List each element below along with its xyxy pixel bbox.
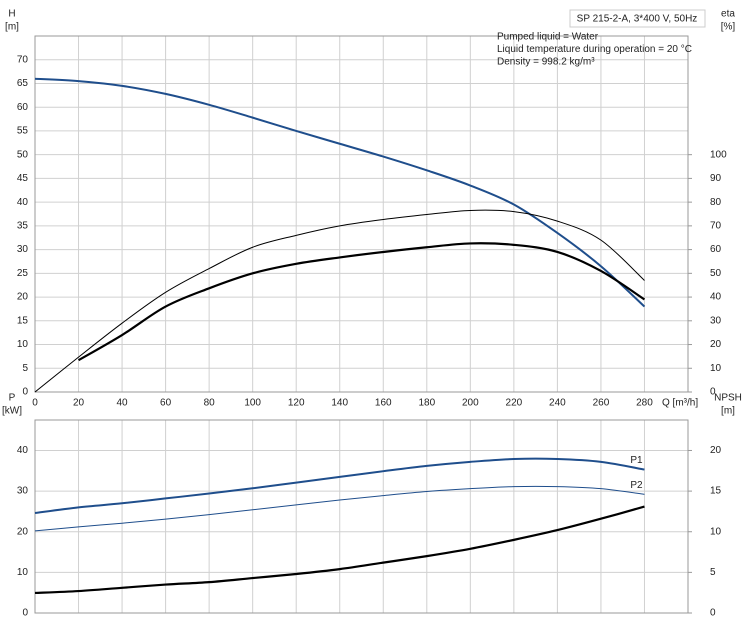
y-axis-unit: [kW] — [2, 406, 22, 417]
y-tick-label: 0 — [22, 608, 28, 619]
y-axis-label: H — [8, 9, 15, 20]
y2-tick-label: 0 — [710, 387, 716, 398]
y-tick-label: 30 — [17, 486, 29, 497]
y2-tick-label: 50 — [710, 268, 722, 279]
y2-tick-label: 60 — [710, 244, 722, 255]
y2-tick-label: 5 — [710, 567, 716, 578]
y2-tick-label: 90 — [710, 173, 722, 184]
y-tick-label: 25 — [17, 268, 29, 279]
y-tick-label: 20 — [17, 292, 29, 303]
curve — [77, 242, 646, 362]
x-tick-label: 280 — [636, 398, 653, 409]
x-tick-label: 220 — [506, 398, 523, 409]
y2-tick-label: 0 — [710, 608, 716, 619]
y2-tick-label: 20 — [710, 339, 722, 350]
y2-tick-label: 100 — [710, 149, 727, 160]
y-tick-label: 70 — [17, 54, 29, 65]
y2-tick-label: 70 — [710, 221, 722, 232]
model-box — [569, 9, 706, 28]
x-tick-label: 240 — [549, 398, 566, 409]
model-label: SP 215-2-A, 3*400 V, 50Hz — [577, 14, 698, 25]
y2-tick-label: 10 — [710, 363, 722, 374]
y-tick-label: 20 — [17, 526, 29, 537]
y-tick-label: 60 — [17, 102, 29, 113]
plot-frame — [34, 419, 689, 614]
y2-tick-label: 15 — [710, 486, 722, 497]
y-tick-label: 30 — [17, 244, 29, 255]
y-tick-label: 40 — [17, 445, 29, 456]
y-tick-label: 0 — [22, 387, 28, 398]
y-tick-label: 15 — [17, 315, 29, 326]
y-axis-label: P — [9, 393, 16, 404]
curve — [34, 505, 645, 595]
x-tick-label: 180 — [418, 398, 435, 409]
info-text: Pumped liquid = Water — [497, 32, 599, 43]
info-text: Liquid temperature during operation = 20… — [497, 44, 692, 55]
y-tick-label: 10 — [17, 339, 29, 350]
y-tick-label: 10 — [17, 567, 29, 578]
series-label: P1 — [630, 455, 643, 466]
x-tick-label: 60 — [160, 398, 172, 409]
y2-axis-unit: [m] — [721, 406, 735, 417]
info-text: Density = 998.2 kg/m³ — [497, 57, 595, 68]
series-label: P2 — [630, 480, 643, 491]
y-tick-label: 35 — [17, 221, 29, 232]
y-tick-label: 50 — [17, 149, 29, 160]
y2-tick-label: 10 — [710, 526, 722, 537]
y-tick-label: 40 — [17, 197, 29, 208]
x-tick-label: 100 — [244, 398, 261, 409]
y-axis-unit: [m] — [5, 22, 19, 33]
y-tick-label: 65 — [17, 78, 29, 89]
x-tick-label: 40 — [117, 398, 129, 409]
y2-axis-unit: [%] — [721, 22, 736, 33]
y2-axis-label: eta — [721, 9, 735, 20]
x-tick-label: 20 — [73, 398, 85, 409]
y2-tick-label: 40 — [710, 292, 722, 303]
y-tick-label: 45 — [17, 173, 29, 184]
x-tick-label: 200 — [462, 398, 479, 409]
curve — [34, 77, 646, 308]
y-tick-label: 5 — [22, 363, 28, 374]
x-tick-label: 160 — [375, 398, 392, 409]
plot-frame — [34, 35, 689, 393]
x-axis-label: Q [m³/h] — [662, 398, 698, 409]
x-tick-label: 0 — [32, 398, 38, 409]
x-tick-label: 120 — [288, 398, 305, 409]
y-tick-label: 55 — [17, 126, 29, 137]
curve — [34, 457, 645, 515]
y2-tick-label: 20 — [710, 445, 722, 456]
curve — [34, 209, 645, 393]
x-tick-label: 140 — [331, 398, 348, 409]
x-tick-label: 80 — [204, 398, 216, 409]
y2-tick-label: 30 — [710, 315, 722, 326]
x-tick-label: 260 — [593, 398, 610, 409]
y2-axis-label: NPSH — [714, 393, 742, 404]
curve — [34, 485, 645, 532]
y2-tick-label: 80 — [710, 197, 722, 208]
